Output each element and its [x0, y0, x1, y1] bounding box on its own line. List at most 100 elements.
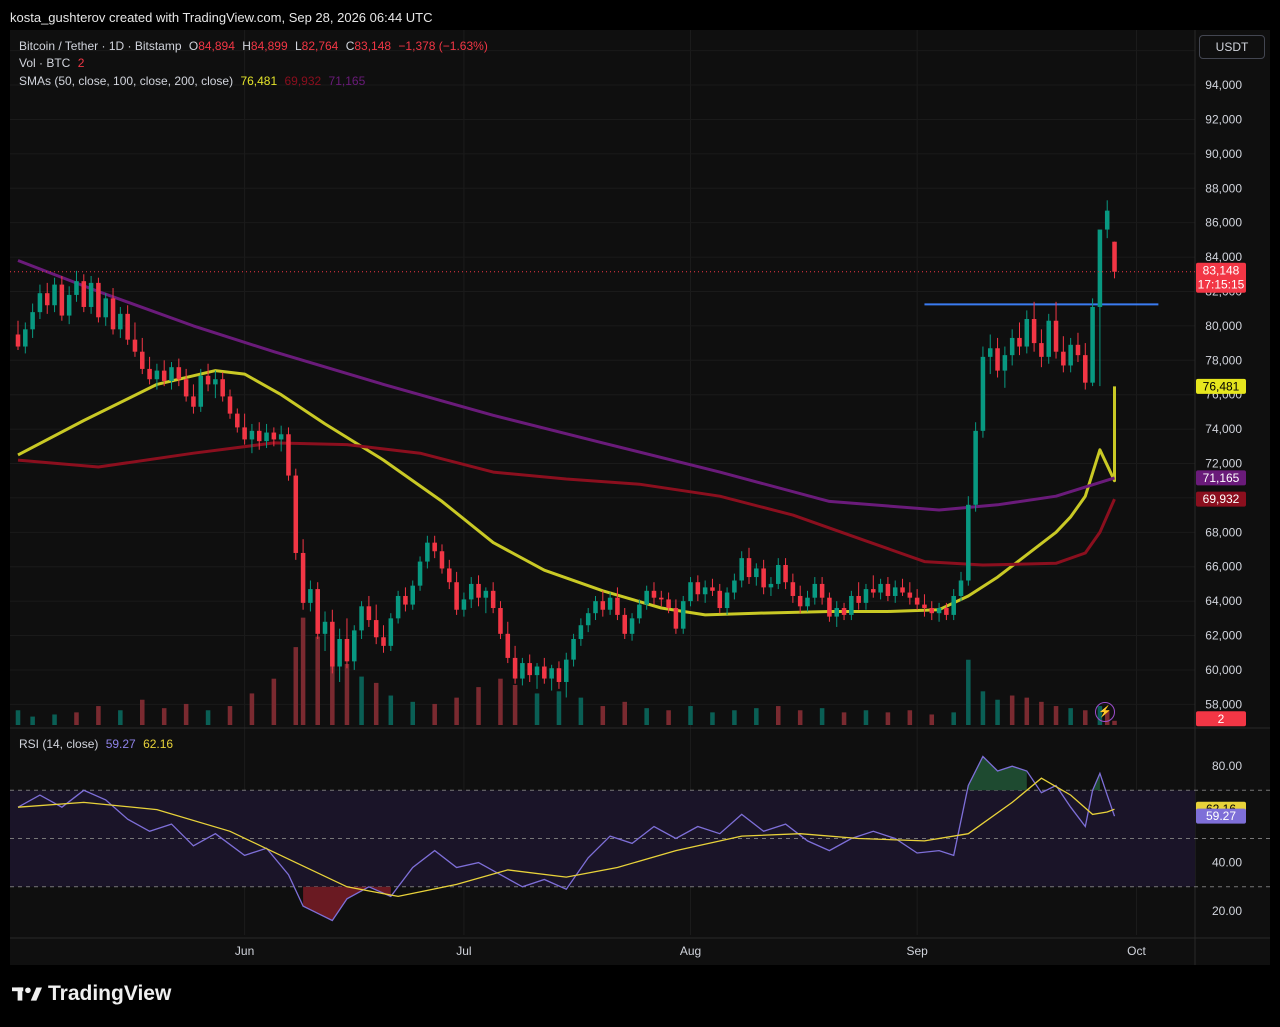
- close-label: C: [345, 39, 355, 53]
- volume-bar: [578, 697, 584, 725]
- rsi-badge-bg: [1196, 808, 1246, 824]
- lightning-icon[interactable]: ⚡: [1095, 702, 1115, 722]
- volume-bar: [140, 699, 145, 725]
- rsi-oversold-fill: [303, 886, 391, 921]
- volume-bar: [344, 663, 350, 725]
- volume-bar: [118, 710, 123, 725]
- candle-body: [973, 430, 978, 505]
- close-value: 83,148: [354, 39, 392, 53]
- volume-bar: [30, 716, 35, 725]
- candle-body: [110, 298, 116, 330]
- volume-bar: [1083, 710, 1088, 725]
- candle-body: [732, 580, 737, 593]
- candle-body: [761, 568, 766, 588]
- candle-body: [308, 589, 313, 603]
- candle-body: [1031, 319, 1037, 344]
- candle-body: [59, 284, 65, 316]
- rsi-badge: 59.27: [1206, 809, 1236, 823]
- open-value: 84,894: [198, 39, 235, 53]
- candle-body: [235, 413, 240, 428]
- candle-body: [1112, 241, 1117, 272]
- volume-bar: [863, 710, 869, 725]
- candle-body: [797, 595, 803, 607]
- time-axis-tick-label: Jul: [456, 944, 471, 958]
- candle-body: [651, 590, 657, 598]
- price-axis-tick-label: 68,000: [1205, 525, 1242, 539]
- volume-bar: [1024, 697, 1030, 725]
- sma-line-sma200: [17, 259, 1115, 512]
- candle-body: [52, 284, 57, 306]
- candle-body: [490, 590, 496, 609]
- chart-canvas[interactable]: 58,00060,00062,00064,00066,00068,00070,0…: [10, 30, 1270, 965]
- rsi-value: 59.27: [105, 737, 136, 751]
- candle-body: [381, 637, 386, 646]
- change-value: −1,378 (−1.63%): [398, 39, 488, 53]
- candle-body: [74, 281, 79, 295]
- price-axis-tick-label: 58,000: [1205, 697, 1242, 711]
- price-axis-tick-label: 94,000: [1205, 78, 1242, 92]
- symbol-label: Bitcoin / Tether · 1D · Bitstamp: [19, 39, 182, 53]
- price-axis-tick-label: 78,000: [1205, 353, 1242, 367]
- rsi-label: RSI (14, close): [19, 737, 99, 751]
- candle-body: [790, 582, 796, 596]
- time-axis-tick-label: Jun: [235, 944, 254, 958]
- volume-bar: [556, 691, 562, 725]
- price-axis-tick-label: 90,000: [1205, 147, 1242, 161]
- candle-body: [66, 294, 72, 316]
- chart-area[interactable]: 58,00060,00062,00064,00066,00068,00070,0…: [10, 30, 1270, 965]
- low-label: L: [294, 39, 302, 53]
- candle-body: [425, 542, 430, 562]
- candle-body: [264, 432, 269, 442]
- candle-body: [702, 587, 708, 595]
- volume-legend: Vol · BTC 2: [19, 56, 88, 70]
- candle-body: [805, 597, 810, 607]
- volume-bar: [688, 706, 693, 725]
- candle-body: [161, 370, 167, 381]
- price-axis-tick-label: 72,000: [1205, 457, 1242, 471]
- volume-bar: [1009, 695, 1015, 725]
- price-axis-tick-label: 66,000: [1205, 560, 1242, 574]
- sma200-value: 71,165: [328, 74, 366, 88]
- candle-body: [520, 663, 525, 679]
- candle-body: [468, 583, 474, 600]
- rsi-axis-tick-label: 20.00: [1212, 904, 1242, 918]
- volume-bar: [498, 678, 503, 725]
- candle-body: [205, 375, 211, 385]
- candle-body: [717, 590, 723, 609]
- high-label: H: [242, 39, 251, 53]
- volume-bar: [300, 617, 306, 725]
- sma50-badge: 76,481: [1203, 379, 1240, 393]
- candle-body: [571, 638, 576, 660]
- currency-button[interactable]: USDT: [1199, 35, 1265, 59]
- volume-bar: [74, 712, 79, 725]
- candle-body: [198, 375, 204, 407]
- candle-body: [300, 552, 306, 603]
- volume-badge-bg: [1196, 711, 1246, 727]
- candle-body: [849, 595, 854, 615]
- rsi-ma-line: [17, 777, 1115, 898]
- countdown-badge: 17:15:15: [1198, 278, 1245, 292]
- volume-bar: [534, 693, 540, 725]
- candle-body: [754, 568, 759, 578]
- volume-bar: [929, 714, 935, 725]
- sma-label: SMAs (50, close, 100, close, 200, close): [19, 74, 234, 88]
- volume-bar: [512, 685, 518, 725]
- price-axis-tick-label: 84,000: [1205, 250, 1242, 264]
- low-value: 82,764: [301, 39, 339, 53]
- volume-bar: [293, 647, 299, 725]
- candle-body: [30, 312, 35, 330]
- last-price-badge-bg: [1196, 262, 1246, 293]
- candle-body: [23, 329, 28, 347]
- rsi-overbought-fill: [968, 756, 1027, 791]
- candle-body: [37, 293, 43, 313]
- candle-body: [447, 568, 452, 583]
- time-axis-tick-label: Sep: [906, 944, 928, 958]
- volume-bar: [432, 703, 437, 725]
- volume-bar: [841, 712, 847, 725]
- candle-body: [600, 601, 606, 610]
- volume-bar: [797, 710, 803, 725]
- tradingview-logo[interactable]: TradingView: [12, 982, 171, 1006]
- candle-body: [1002, 355, 1008, 371]
- candle-body: [322, 621, 328, 634]
- candle-body: [147, 368, 152, 380]
